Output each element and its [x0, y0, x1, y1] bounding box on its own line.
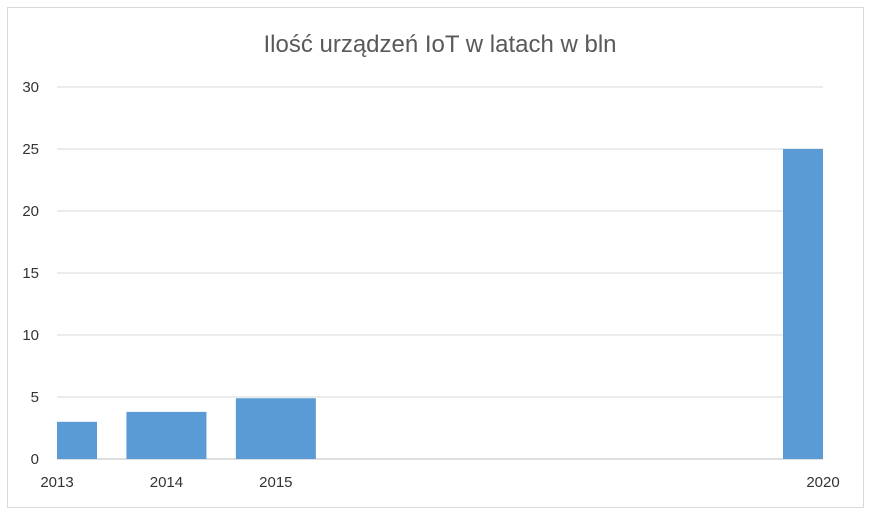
x-tick-label: 2013 [40, 474, 73, 491]
bars [57, 149, 823, 459]
bar-2020 [783, 149, 823, 459]
y-tick-label: 10 [22, 327, 39, 344]
chart-title: Ilość urządzeń IoT w latach w bln [263, 31, 616, 58]
x-tick-label: 2015 [259, 474, 292, 491]
bar-2013 [57, 421, 97, 459]
y-tick-label: 0 [31, 451, 39, 468]
y-tick-label: 25 [22, 141, 39, 158]
y-tick-label: 30 [22, 79, 39, 96]
y-tick-labels: 0 5 10 15 20 25 30 [22, 79, 39, 468]
x-tick-labels: 2013 2014 2015 2020 [40, 474, 839, 491]
bar-2015 [235, 398, 316, 459]
x-tick-label: 2020 [806, 474, 839, 491]
y-tick-label: 5 [31, 389, 39, 406]
y-tick-label: 15 [22, 265, 39, 282]
x-tick-label: 2014 [150, 474, 183, 491]
bar-2014 [126, 411, 207, 459]
gridlines [57, 86, 823, 460]
y-tick-label: 20 [22, 203, 39, 220]
